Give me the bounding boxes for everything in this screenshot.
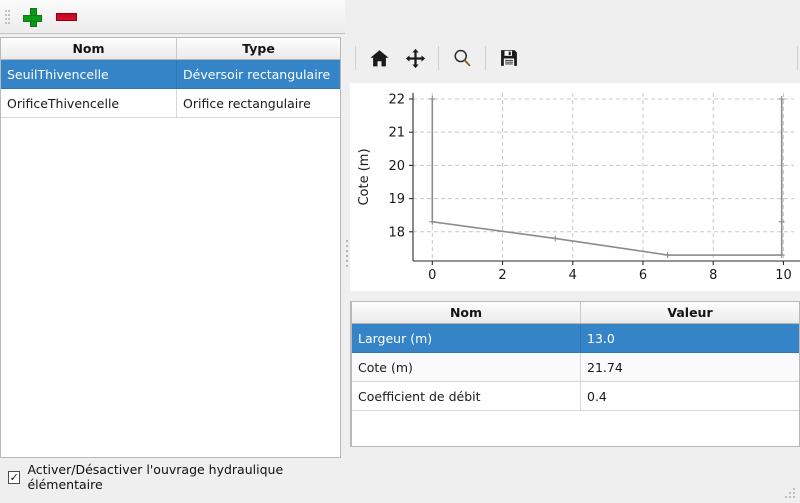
save-button[interactable] bbox=[491, 40, 527, 76]
structures-panel: Nom Type SeuilThivencelle Déversoir rect… bbox=[0, 0, 345, 503]
svg-text:6: 6 bbox=[639, 268, 647, 283]
cell-property-name[interactable]: Cote (m) bbox=[352, 352, 581, 382]
plot-canvas: 0 2 4 6 8 10 18 19 20 21 22 Cote (m) bbox=[357, 92, 800, 283]
properties-list[interactable]: Nom Valeur Largeur (m) 13.0 Cote (m) 21.… bbox=[350, 301, 800, 447]
add-structure-button[interactable] bbox=[16, 3, 48, 31]
properties-table: Nom Valeur Largeur (m) 13.0 Cote (m) 21.… bbox=[352, 302, 799, 411]
table-row[interactable]: Largeur (m) 13.0 bbox=[352, 323, 799, 353]
cell-nom[interactable]: SeuilThivencelle bbox=[1, 59, 177, 89]
table-header-row: Nom Type bbox=[1, 38, 340, 60]
home-icon bbox=[369, 49, 389, 66]
cell-property-value[interactable]: 21.74 bbox=[580, 352, 799, 382]
svg-text:18: 18 bbox=[388, 225, 405, 240]
save-icon bbox=[501, 50, 517, 66]
plus-icon bbox=[22, 7, 42, 27]
column-header-type[interactable]: Type bbox=[176, 38, 340, 60]
svg-text:8: 8 bbox=[709, 268, 717, 283]
column-header-nom[interactable]: Nom bbox=[1, 38, 177, 60]
column-header-nom[interactable]: Nom bbox=[352, 302, 581, 324]
svg-text:Cote (m): Cote (m) bbox=[357, 148, 372, 205]
toolbar-separator bbox=[797, 46, 798, 70]
toolbar-separator bbox=[438, 46, 439, 70]
resize-grip[interactable] bbox=[784, 487, 797, 500]
move-icon bbox=[405, 48, 425, 68]
svg-text:19: 19 bbox=[388, 192, 405, 207]
zoom-button[interactable] bbox=[444, 40, 480, 76]
toolbar-separator bbox=[485, 46, 486, 70]
horizontal-splitter[interactable] bbox=[700, 294, 800, 301]
cell-property-name[interactable]: Coefficient de débit bbox=[352, 381, 581, 411]
svg-text:4: 4 bbox=[569, 268, 577, 283]
structures-table: Nom Type SeuilThivencelle Déversoir rect… bbox=[1, 38, 340, 118]
svg-text:10: 10 bbox=[775, 268, 792, 283]
toolbar-drag-handle[interactable] bbox=[5, 8, 10, 24]
cell-type[interactable]: Orifice rectangulaire bbox=[176, 88, 340, 118]
structures-toolbar bbox=[0, 0, 345, 34]
table-row[interactable]: OrificeThivencelle Orifice rectangulaire bbox=[1, 88, 340, 118]
cell-property-value[interactable]: 13.0 bbox=[580, 323, 799, 353]
remove-structure-button[interactable] bbox=[50, 3, 82, 31]
vertical-splitter[interactable] bbox=[345, 0, 350, 503]
cell-property-value[interactable]: 0.4 bbox=[580, 381, 799, 411]
cross-section-plot[interactable]: 0 2 4 6 8 10 18 19 20 21 22 Cote (m) bbox=[350, 83, 800, 291]
pan-button[interactable] bbox=[397, 40, 433, 76]
column-header-valeur[interactable]: Valeur bbox=[580, 302, 799, 324]
minus-icon bbox=[55, 13, 77, 21]
enable-structure-checkbox[interactable]: ✓ bbox=[8, 470, 21, 484]
toolbar-separator bbox=[355, 46, 356, 70]
home-button[interactable] bbox=[361, 40, 397, 76]
zoom-icon bbox=[453, 49, 471, 67]
enable-structure-label: Activer/Désactiver l'ouvrage hydraulique… bbox=[27, 462, 284, 492]
table-header-row: Nom Valeur bbox=[352, 302, 799, 324]
svg-text:21: 21 bbox=[388, 126, 405, 141]
svg-text:2: 2 bbox=[498, 268, 506, 283]
cell-nom[interactable]: OrificeThivencelle bbox=[1, 88, 177, 118]
table-row[interactable]: Coefficient de débit 0.4 bbox=[352, 381, 799, 411]
svg-text:20: 20 bbox=[388, 159, 405, 174]
svg-text:22: 22 bbox=[388, 92, 405, 107]
cell-property-name[interactable]: Largeur (m) bbox=[352, 323, 581, 353]
table-row[interactable]: SeuilThivencelle Déversoir rectangulaire bbox=[1, 59, 340, 89]
enable-structure-checkbox-row[interactable]: ✓ Activer/Désactiver l'ouvrage hydrauliq… bbox=[0, 462, 345, 492]
detail-panel: 0 2 4 6 8 10 18 19 20 21 22 Cote (m) Nom Valeur Lar… bbox=[350, 0, 800, 503]
plot-navigation-toolbar bbox=[350, 33, 800, 83]
cell-type[interactable]: Déversoir rectangulaire bbox=[176, 59, 340, 89]
svg-text:0: 0 bbox=[428, 268, 436, 283]
structures-list[interactable]: Nom Type SeuilThivencelle Déversoir rect… bbox=[0, 37, 341, 458]
splitter-grip bbox=[346, 240, 348, 270]
table-row[interactable]: Cote (m) 21.74 bbox=[352, 352, 799, 382]
